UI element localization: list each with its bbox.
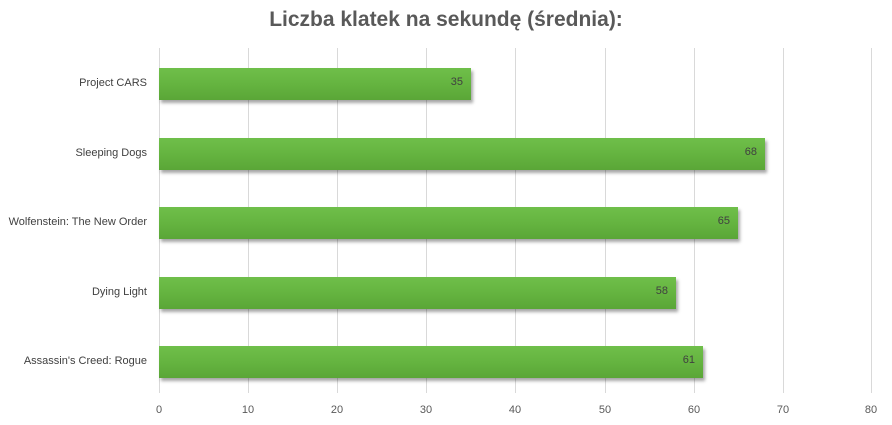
bar-dying-light: 58 <box>159 277 676 309</box>
x-tick-label: 80 <box>864 404 878 416</box>
x-tick-label: 30 <box>419 404 433 416</box>
bar-assassins-creed: 61 <box>159 346 703 378</box>
x-tick-label: 40 <box>508 404 522 416</box>
x-tick-label: 50 <box>598 404 612 416</box>
bar-value-label: 68 <box>744 146 757 158</box>
bar-project-cars: 35 <box>159 68 471 100</box>
category-label: Project CARS <box>79 77 147 89</box>
gridline-80 <box>871 48 872 393</box>
bar-value-label: 35 <box>450 76 463 88</box>
x-tick-label: 10 <box>241 404 255 416</box>
category-label: Sleeping Dogs <box>75 147 147 159</box>
x-tick-label: 60 <box>687 404 701 416</box>
category-label: Dying Light <box>91 286 147 298</box>
bar-value-label: 61 <box>682 354 695 366</box>
category-label: Wolfenstein: The New Order <box>8 216 147 228</box>
gridline-70 <box>783 48 784 393</box>
bar-value-label: 65 <box>717 215 730 227</box>
category-label: Assassin's Creed: Rogue <box>23 355 147 367</box>
x-tick-label: 20 <box>330 404 344 416</box>
bar-sleeping-dogs: 68 <box>159 138 765 170</box>
bar-wolfenstein: 65 <box>159 207 738 239</box>
plot-area: 35 68 65 58 61 <box>159 48 872 393</box>
x-tick-label: 0 <box>155 404 163 416</box>
bar-value-label: 58 <box>655 285 668 297</box>
x-tick-label: 70 <box>776 404 790 416</box>
chart-title: Liczba klatek na sekundę (średnia): <box>269 8 623 31</box>
